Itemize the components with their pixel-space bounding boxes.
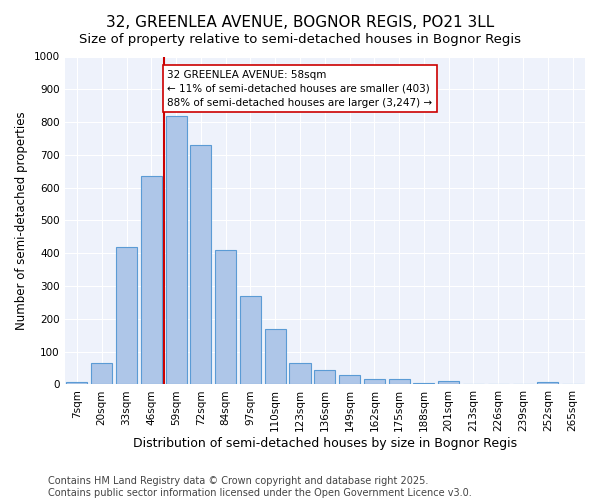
Bar (537, 382, 559, 384)
Bar (116, 246, 137, 384)
Bar (215, 250, 236, 384)
Bar (389, 378, 410, 384)
Bar (265, 330, 286, 384)
Bar (91, 363, 112, 384)
Text: Contains HM Land Registry data © Crown copyright and database right 2025.
Contai: Contains HM Land Registry data © Crown c… (48, 476, 472, 498)
Text: 32 GREENLEA AVENUE: 58sqm
← 11% of semi-detached houses are smaller (403)
88% of: 32 GREENLEA AVENUE: 58sqm ← 11% of semi-… (167, 70, 433, 108)
Bar (240, 296, 261, 384)
Bar (289, 363, 311, 384)
Bar (413, 383, 434, 384)
Bar (190, 145, 211, 384)
Bar (141, 176, 162, 384)
Y-axis label: Number of semi-detached properties: Number of semi-detached properties (15, 111, 28, 330)
Bar (166, 116, 187, 384)
Text: 32, GREENLEA AVENUE, BOGNOR REGIS, PO21 3LL: 32, GREENLEA AVENUE, BOGNOR REGIS, PO21 … (106, 15, 494, 30)
Bar (314, 370, 335, 384)
Bar (67, 382, 88, 384)
Bar (364, 378, 385, 384)
Bar (438, 381, 459, 384)
Text: Size of property relative to semi-detached houses in Bognor Regis: Size of property relative to semi-detach… (79, 32, 521, 46)
Bar (339, 374, 360, 384)
X-axis label: Distribution of semi-detached houses by size in Bognor Regis: Distribution of semi-detached houses by … (133, 437, 517, 450)
